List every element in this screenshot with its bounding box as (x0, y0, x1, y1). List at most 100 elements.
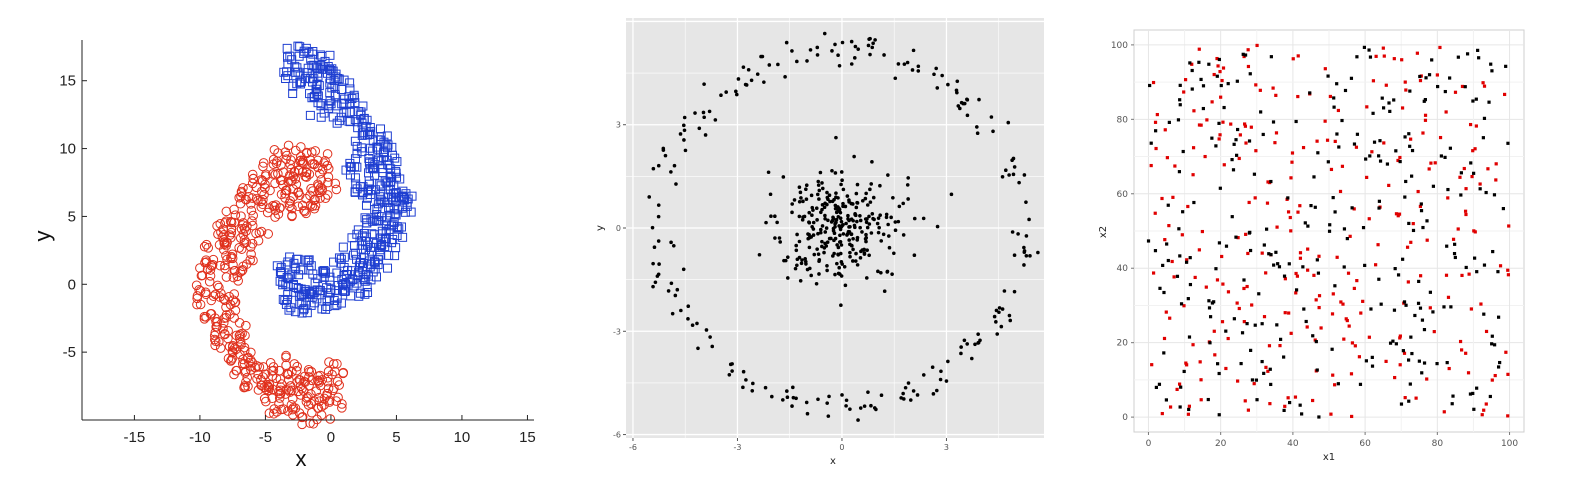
chart-3-point (1328, 223, 1332, 227)
chart-3-point (1287, 311, 1291, 315)
chart-1-square-point (319, 266, 329, 276)
chart-3-point (1186, 204, 1190, 209)
chart-3-point (1343, 88, 1348, 93)
chart-2-point (886, 173, 890, 177)
chart-2-point (879, 393, 884, 398)
chart-1-circle-point (242, 221, 252, 231)
chart-3-point (1198, 360, 1202, 364)
chart-3-point (1491, 249, 1495, 254)
chart-3-point (1467, 272, 1471, 276)
chart-3-point (1478, 182, 1482, 186)
chart-2-point (901, 201, 906, 206)
chart-3-point (1493, 373, 1497, 378)
chart-2-point (819, 227, 823, 232)
chart-3-point (1506, 141, 1510, 145)
chart-2-point (805, 267, 810, 272)
chart-2-point (856, 47, 861, 51)
chart-2-point (809, 273, 813, 278)
chart-2-point (905, 183, 910, 187)
chart-3-point (1350, 414, 1354, 419)
chart-2-point (670, 311, 675, 316)
chart-2-point (848, 250, 852, 255)
chart-3-point (1468, 392, 1473, 396)
chart-2-point (816, 252, 821, 256)
chart-1-square-point (385, 185, 395, 195)
chart-3-point (1187, 407, 1191, 412)
chart-2-point (811, 227, 816, 231)
chart-1-circle-point (236, 211, 246, 221)
chart-1-circle-point (280, 147, 291, 157)
chart-1-circle-point (283, 369, 294, 380)
chart-3-point (1179, 385, 1183, 389)
chart-3-point (1278, 344, 1282, 348)
chart-3-point (1267, 344, 1272, 348)
chart-3-point (1478, 187, 1482, 191)
chart-3-point (1173, 164, 1177, 168)
chart-3-point (1332, 105, 1336, 109)
chart-2-point (804, 400, 809, 405)
chart-3-point (1201, 106, 1205, 111)
chart-2-point (744, 378, 748, 382)
chart-1-circle-point (317, 374, 328, 385)
chart-1-circle-point (291, 365, 302, 376)
chart-3-point (1445, 244, 1449, 248)
chart-1-circle-point (253, 385, 264, 395)
chart-3-point (1201, 84, 1206, 88)
chart-3-point (1290, 151, 1295, 155)
chart-2-ylabel: y (595, 225, 606, 231)
chart-3-point (1407, 399, 1411, 403)
chart-1-square-point (355, 182, 365, 192)
chart-1-circle-point (226, 227, 237, 238)
chart-3-point (1420, 371, 1424, 375)
chart-1-square-point (360, 130, 370, 140)
chart-3-point (1355, 55, 1359, 59)
chart-2-point (838, 251, 843, 256)
chart-1-square-point (334, 116, 344, 126)
chart-2-point (853, 211, 857, 216)
chart-2-point (840, 223, 844, 228)
chart-3-point (1160, 411, 1164, 416)
chart-3-point (1230, 215, 1234, 219)
chart-2-point (866, 43, 871, 48)
chart-1-square-point (354, 267, 364, 277)
chart-3-point (1224, 329, 1228, 333)
chart-3-point (1336, 382, 1340, 386)
chart-3-point (1258, 88, 1262, 92)
chart-3-point (1453, 242, 1457, 246)
chart-2-point (826, 414, 831, 418)
chart-1-square-point (385, 203, 395, 213)
chart-3-point (1445, 361, 1449, 365)
chart-3-point (1352, 142, 1357, 146)
chart-2-point (682, 128, 687, 133)
chart-2-point (873, 38, 877, 42)
chart-2-point (831, 215, 835, 220)
chart-3-point (1384, 83, 1388, 87)
chart-2-point (734, 89, 738, 94)
chart-1-square-point (338, 280, 348, 290)
chart-3-point (1190, 62, 1194, 66)
chart-1-circle-point (290, 145, 301, 156)
chart-1-circle-point (246, 249, 256, 259)
chart-3-point (1377, 206, 1381, 210)
chart-2-point (858, 256, 863, 260)
chart-1-square-point (372, 142, 382, 152)
chart-3-point (1333, 383, 1337, 387)
chart-3-point (1296, 210, 1300, 214)
chart-3-point (1197, 47, 1201, 51)
chart-3-point (1153, 249, 1158, 253)
chart-1-circle-point (299, 376, 309, 387)
chart-3-point (1488, 394, 1492, 399)
chart-2-point (853, 259, 858, 263)
chart-3-point (1415, 51, 1419, 55)
chart-3-point (1329, 412, 1333, 416)
chart-3-point (1171, 195, 1175, 199)
chart-2-point (806, 236, 810, 241)
chart-3-point (1226, 82, 1230, 86)
chart-3-point (1245, 322, 1249, 326)
chart-2-point (956, 104, 961, 108)
chart-2-point (823, 230, 828, 234)
chart-2-point (1027, 217, 1031, 222)
chart-1-circle-point (263, 229, 274, 239)
chart-3-point (1469, 307, 1473, 311)
chart-3-point (1479, 302, 1483, 306)
